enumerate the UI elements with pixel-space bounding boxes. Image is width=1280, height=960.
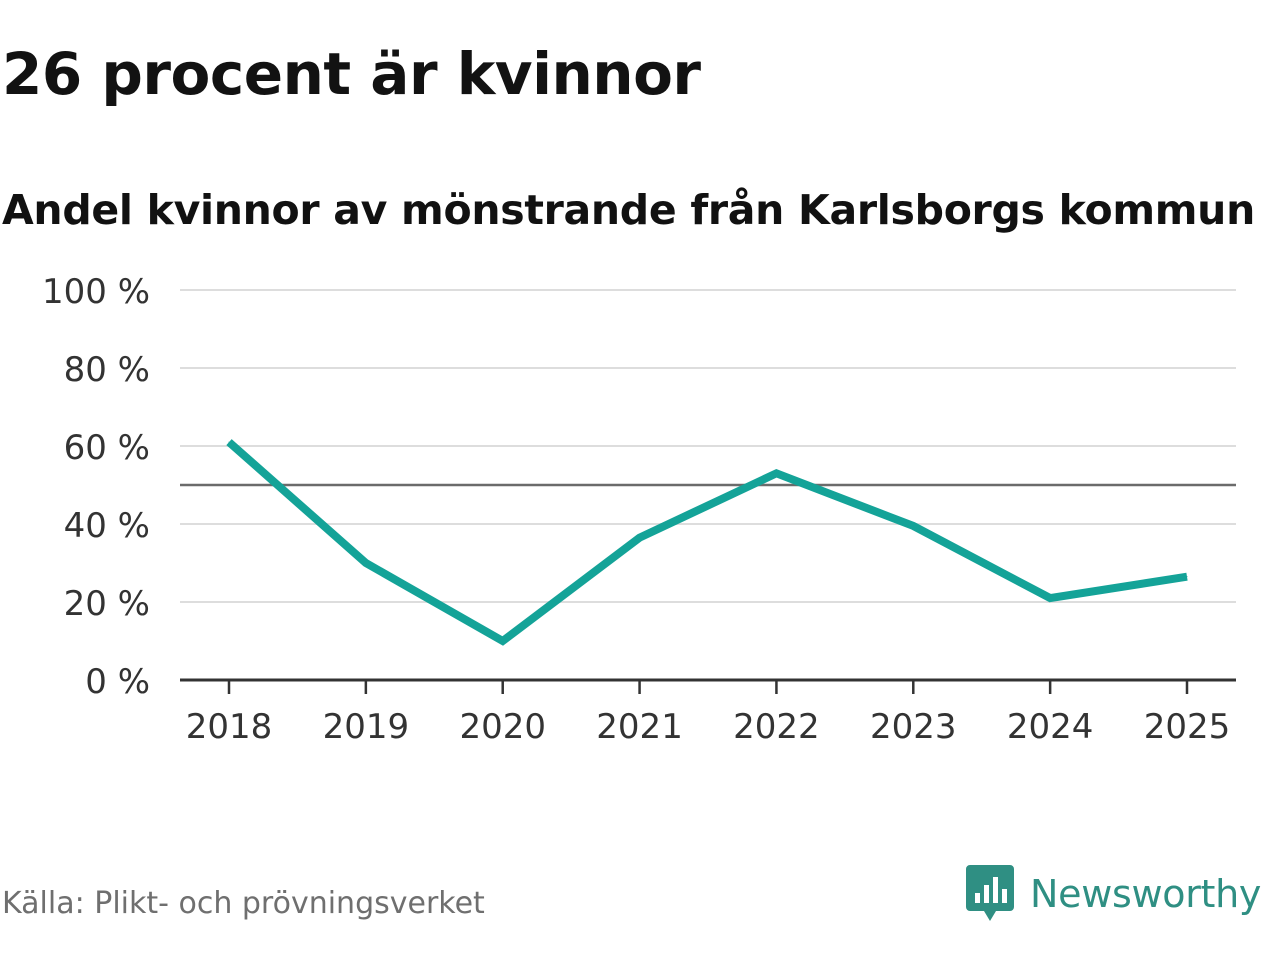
brand-name: Newsworthy [1030, 872, 1261, 916]
y-tick-label: 60 % [64, 428, 150, 468]
data-point [1050, 598, 1051, 599]
y-tick-label: 20 % [64, 584, 150, 624]
data-point [1187, 576, 1188, 577]
newsworthy-logo-icon [964, 863, 1016, 925]
data-point [365, 563, 366, 564]
brand-logo[interactable]: Newsworthy [964, 862, 1261, 926]
x-tick-label: 2018 [186, 707, 273, 747]
y-tick-label: 80 % [64, 350, 150, 390]
x-tick-label: 2021 [596, 707, 683, 747]
y-tick-label: 100 % [42, 272, 150, 312]
x-tick-label: 2022 [733, 707, 820, 747]
series-group [229, 442, 1188, 642]
series-line [229, 442, 1187, 641]
x-tick-label: 2020 [459, 707, 546, 747]
data-point [776, 473, 777, 474]
source-note: Källa: Plikt- och prövningsverket [2, 886, 485, 921]
y-axis-ticks: 0 % 20 % 40 % 60 % 80 % 100 % [42, 272, 150, 702]
gridlines [180, 290, 1236, 602]
data-point [913, 525, 914, 526]
x-tick-label: 2025 [1144, 707, 1231, 747]
x-tick-label: 2024 [1007, 707, 1094, 747]
data-point [502, 641, 503, 642]
y-tick-label: 0 % [85, 662, 150, 702]
x-axis-ticks: 2018 2019 2020 2021 2022 2023 2024 2025 [186, 680, 1231, 747]
y-tick-label: 40 % [64, 506, 150, 546]
data-point [229, 442, 230, 443]
x-tick-label: 2023 [870, 707, 957, 747]
x-tick-label: 2019 [323, 707, 410, 747]
data-point [639, 537, 640, 538]
